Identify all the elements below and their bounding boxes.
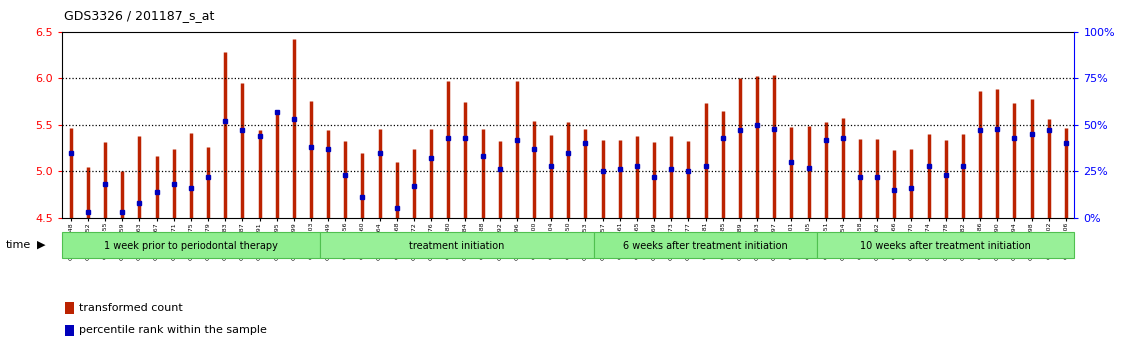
Text: 6 weeks after treatment initiation: 6 weeks after treatment initiation [623, 241, 788, 251]
Bar [817, 232, 1074, 258]
Bar [594, 232, 817, 258]
Text: transformed count: transformed count [79, 303, 183, 313]
Bar [64, 302, 75, 314]
Text: time: time [6, 240, 31, 250]
Text: treatment initiation: treatment initiation [409, 241, 504, 251]
Text: GDS3326 / 201187_s_at: GDS3326 / 201187_s_at [64, 9, 215, 22]
Bar [320, 232, 594, 258]
Text: percentile rank within the sample: percentile rank within the sample [79, 325, 267, 336]
Bar [62, 232, 320, 258]
Bar [64, 325, 75, 336]
Text: 1 week prior to periodontal therapy: 1 week prior to periodontal therapy [104, 241, 278, 251]
Text: 10 weeks after treatment initiation: 10 weeks after treatment initiation [861, 241, 1031, 251]
Text: ▶: ▶ [37, 240, 46, 250]
